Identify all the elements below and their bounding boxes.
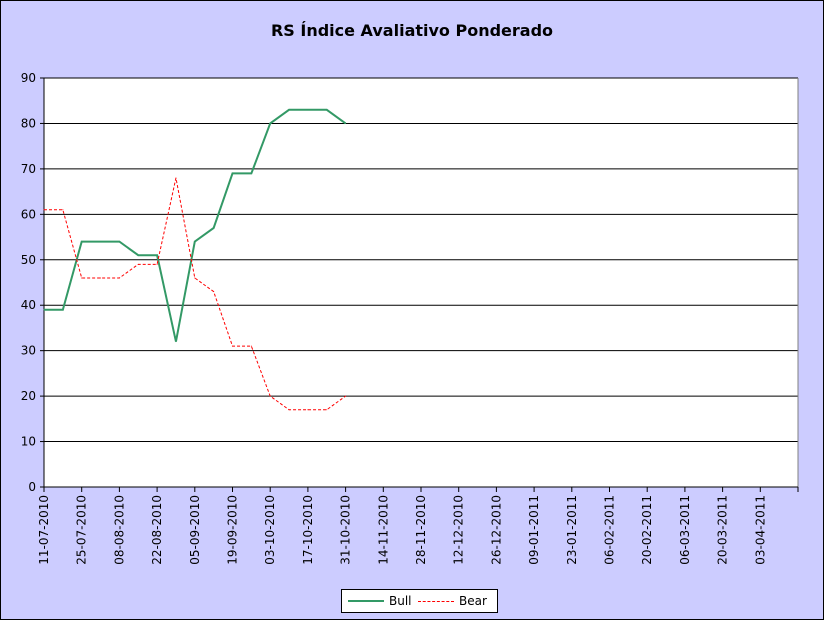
- y-tick-label-50: 50: [21, 253, 36, 267]
- x-tick-label-4: 05-09-2010: [188, 495, 202, 565]
- x-tick-label-19: 03-04-2011: [753, 495, 767, 565]
- legend-swatch-bear: [418, 600, 454, 602]
- x-tick-label-2: 08-08-2010: [112, 495, 126, 565]
- chart-title: RS Índice Avaliativo Ponderado: [270, 21, 554, 40]
- x-tick-label-0: 11-07-2010: [37, 495, 51, 565]
- x-tick-label-15: 06-02-2011: [603, 495, 617, 565]
- data-point-bull-2: [81, 241, 83, 243]
- x-tick-label-12: 26-12-2010: [489, 495, 503, 565]
- x-tick-label-17: 06-03-2011: [678, 495, 692, 565]
- data-point-bear-9: [213, 291, 215, 293]
- data-point-bull-3: [100, 241, 102, 243]
- data-point-bull-10: [232, 172, 233, 174]
- data-point-bear-3: [100, 277, 102, 279]
- data-point-bear-14: [307, 409, 309, 411]
- x-tick-label-11: 12-12-2010: [452, 495, 466, 565]
- x-tick-label-9: 14-11-2010: [376, 495, 390, 565]
- y-tick-label-10: 10: [21, 435, 36, 449]
- data-point-bear-5: [137, 263, 139, 265]
- data-point-bull-14: [307, 109, 309, 111]
- legend-item-bear: Bear: [418, 593, 487, 609]
- data-point-bull-13: [288, 109, 290, 111]
- data-point-bear-8: [194, 277, 196, 279]
- data-point-bear-2: [81, 277, 83, 279]
- data-point-bull-15: [326, 109, 328, 111]
- data-point-bear-4: [118, 277, 120, 279]
- y-tick-label-90: 90: [21, 71, 36, 85]
- data-point-bull-9: [213, 227, 215, 229]
- x-tick-label-18: 20-03-2011: [716, 495, 730, 565]
- data-point-bull-4: [118, 241, 120, 243]
- data-point-bear-16: [345, 395, 347, 397]
- y-tick-label-80: 80: [21, 116, 36, 130]
- data-point-bull-5: [137, 254, 139, 256]
- y-tick-label-20: 20: [21, 389, 36, 403]
- x-tick-label-7: 17-10-2010: [301, 495, 315, 565]
- data-point-bear-15: [326, 409, 328, 411]
- series-line-bear: [44, 177, 346, 411]
- data-point-bear-6: [156, 263, 158, 265]
- data-point-bull-11: [250, 172, 252, 174]
- x-tick-label-6: 03-10-2010: [263, 495, 277, 565]
- y-tick-label-0: 0: [28, 480, 36, 494]
- legend-label-bear: Bear: [459, 594, 487, 608]
- x-tick-label-16: 20-02-2011: [640, 495, 654, 565]
- y-tick-label-70: 70: [21, 162, 36, 176]
- data-point-bear-0: [43, 209, 45, 211]
- data-point-bull-6: [156, 254, 158, 256]
- data-point-bull-1: [62, 309, 64, 311]
- data-point-bear-10: [232, 345, 233, 347]
- y-tick-label-60: 60: [21, 207, 36, 221]
- x-tick-label-10: 28-11-2010: [414, 495, 428, 565]
- data-point-bull-16: [345, 122, 347, 124]
- x-tick-label-5: 19-09-2010: [226, 495, 240, 565]
- x-tick-label-14: 23-01-2011: [565, 495, 579, 565]
- legend-swatch-bull: [348, 600, 384, 602]
- y-tick-label-40: 40: [21, 298, 36, 312]
- legend-item-bull: Bull: [348, 593, 412, 609]
- x-tick-label-8: 31-10-2010: [339, 495, 353, 565]
- data-point-bull-12: [269, 122, 271, 124]
- x-tick-label-13: 09-01-2011: [527, 495, 541, 565]
- x-tick-label-3: 22-08-2010: [150, 495, 164, 565]
- legend: Bull Bear: [341, 589, 498, 613]
- data-point-bear-12: [269, 395, 271, 397]
- data-point-bull-0: [43, 309, 45, 311]
- data-point-bear-7: [175, 177, 177, 179]
- y-tick-label-30: 30: [21, 344, 36, 358]
- x-tick-label-1: 25-07-2010: [75, 495, 89, 565]
- data-point-bull-8: [194, 241, 196, 243]
- data-point-bear-11: [250, 345, 252, 347]
- data-point-bear-13: [288, 409, 290, 411]
- data-point-bull-7: [175, 341, 177, 343]
- legend-label-bull: Bull: [389, 594, 412, 608]
- data-point-bear-1: [62, 209, 64, 211]
- plot-area: [44, 78, 798, 487]
